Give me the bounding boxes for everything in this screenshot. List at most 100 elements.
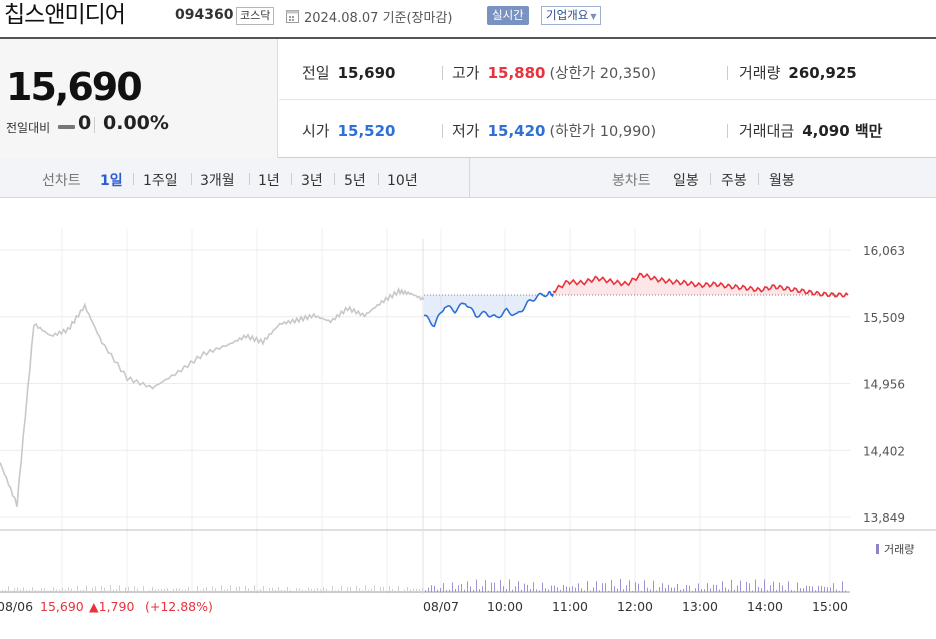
volume-bar xyxy=(728,589,729,592)
volume-bar xyxy=(125,587,126,592)
volume-bar xyxy=(41,588,42,592)
volume-bar xyxy=(2,589,3,592)
volume-bar xyxy=(284,590,285,592)
volume-bar xyxy=(827,587,828,592)
tab-1year[interactable]: 1년 xyxy=(258,173,280,189)
tab-divider xyxy=(291,173,292,185)
stock-name: 칩스앤미디어 xyxy=(4,2,126,28)
tab-daily-candle[interactable]: 일봉 xyxy=(673,173,699,189)
candle-chart-label: 봉차트 xyxy=(612,173,651,189)
volume-bar xyxy=(842,581,843,592)
volume-bar xyxy=(401,590,402,592)
volume-bar xyxy=(677,583,678,592)
company-overview-button[interactable]: 기업개요 ▼ xyxy=(541,6,602,25)
volume-bar xyxy=(497,590,498,592)
stat-divider xyxy=(442,66,443,80)
volume-bar xyxy=(440,587,441,592)
volume-bar xyxy=(632,590,633,592)
stat-divider xyxy=(442,124,443,138)
volume-bar xyxy=(62,587,63,592)
volume-bar xyxy=(824,586,825,592)
volume-bar xyxy=(530,589,531,592)
volume-bar xyxy=(176,588,177,592)
volume-bar xyxy=(110,585,111,592)
volume-bar xyxy=(773,581,774,592)
volume-bar xyxy=(635,582,636,592)
prev-change-value: ▲1,790 xyxy=(89,599,134,614)
volume-bar xyxy=(353,590,354,592)
volume-bar xyxy=(686,585,687,592)
volume-bar xyxy=(626,585,627,592)
change-divider xyxy=(94,117,95,133)
volume-bar xyxy=(38,590,39,592)
tabs-section-divider xyxy=(469,158,470,198)
volume-bar xyxy=(524,583,525,592)
volume-legend-label: 거래량 xyxy=(884,543,914,556)
volume-bar xyxy=(365,585,366,592)
volume-bar xyxy=(188,586,189,592)
volume-bar xyxy=(179,588,180,592)
volume-bar xyxy=(287,587,288,592)
volume-bar xyxy=(812,586,813,592)
volume-bar xyxy=(239,586,240,592)
tab-5year[interactable]: 5년 xyxy=(344,173,366,189)
volume-bar xyxy=(437,589,438,592)
volume-bar xyxy=(389,585,390,592)
volume-bar xyxy=(203,588,204,592)
volume-bar xyxy=(671,587,672,592)
volume-bar xyxy=(764,579,765,592)
volume-bar xyxy=(656,590,657,592)
volume-bar xyxy=(404,589,405,592)
volume-bar xyxy=(602,583,603,592)
tab-3year[interactable]: 3년 xyxy=(301,173,323,189)
afternoon-price-line xyxy=(552,272,849,298)
volume-bar xyxy=(359,588,360,592)
tab-monthly-candle[interactable]: 월봉 xyxy=(769,173,795,189)
line-chart-label: 선차트 xyxy=(42,173,81,189)
volume-bar xyxy=(383,586,384,592)
volume-bar xyxy=(380,587,381,592)
volume-bar xyxy=(275,589,276,592)
change-label: 전일대비 xyxy=(6,121,51,135)
y-tick-label: 15,509 xyxy=(863,311,905,325)
volume-bar xyxy=(26,589,27,592)
stat-value: 15,880 xyxy=(487,64,546,82)
tab-1day[interactable]: 1일 xyxy=(100,173,123,189)
volume-bar xyxy=(674,587,675,592)
volume-bar xyxy=(614,586,615,592)
volume-bar xyxy=(80,589,81,592)
volume-bar xyxy=(533,582,534,592)
volume-bar xyxy=(50,590,51,592)
volume-bar xyxy=(74,590,75,592)
volume-bar xyxy=(731,579,732,592)
tab-10year[interactable]: 10년 xyxy=(387,173,418,189)
volume-bar xyxy=(542,582,543,592)
volume-bar xyxy=(248,588,249,592)
tab-1week[interactable]: 1주일 xyxy=(143,173,178,189)
stat-label: 거래량 xyxy=(739,64,781,82)
volume-bar xyxy=(335,590,336,592)
tab-3month[interactable]: 3개월 xyxy=(200,173,235,189)
volume-bar xyxy=(407,586,408,592)
volume-bar xyxy=(479,589,480,592)
volume-bar xyxy=(260,589,261,592)
volume-bar xyxy=(206,586,207,592)
volume-bar xyxy=(641,590,642,592)
stat-open: 시가 15,520 xyxy=(302,120,396,141)
volume-bar xyxy=(350,586,351,592)
tab-weekly-candle[interactable]: 주봉 xyxy=(721,173,747,189)
volume-bar xyxy=(818,585,819,592)
volume-bar xyxy=(545,588,546,592)
volume-bar xyxy=(122,590,123,592)
y-tick-label: 16,063 xyxy=(863,244,905,258)
volume-bar xyxy=(83,589,84,592)
volume-bar xyxy=(515,586,516,592)
stat-value: 15,420 xyxy=(487,122,546,140)
volume-bar xyxy=(356,585,357,592)
volume-bar xyxy=(323,587,324,592)
volume-bar xyxy=(386,590,387,592)
volume-bar xyxy=(623,589,624,592)
volume-bar xyxy=(776,589,777,592)
realtime-button[interactable]: 실시간 xyxy=(487,6,529,25)
volume-bar xyxy=(599,590,600,592)
